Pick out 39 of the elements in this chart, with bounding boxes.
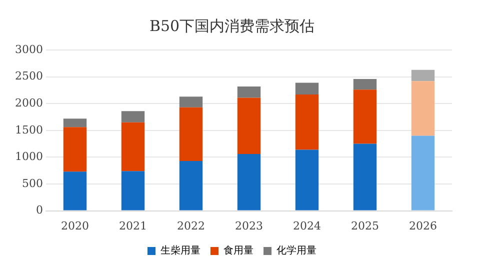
x-tick-label: 2025 <box>351 219 379 232</box>
y-tick-label: 2000 <box>14 96 43 110</box>
legend-label: 食用量 <box>224 244 254 257</box>
legend-label: 化学用量 <box>276 244 316 257</box>
chart-title: B50下国内消费需求预估 <box>149 16 315 35</box>
y-tick-label: 2500 <box>14 70 43 83</box>
x-tick-label: 2021 <box>118 219 147 232</box>
bar <box>295 82 319 94</box>
y-tick-label: 0 <box>36 204 43 217</box>
x-tick-label: 2020 <box>60 219 89 232</box>
bar <box>63 118 87 128</box>
x-tick-label: 2023 <box>234 219 263 232</box>
bar <box>179 107 203 161</box>
bar <box>121 122 145 172</box>
bar <box>179 160 203 210</box>
bar <box>237 86 261 98</box>
bar <box>237 154 261 210</box>
x-tick-label: 2024 <box>293 219 321 232</box>
bar <box>353 78 377 90</box>
bar <box>121 111 145 122</box>
bar <box>411 136 435 210</box>
bar <box>411 81 435 136</box>
bar <box>63 127 87 172</box>
bar <box>237 98 261 154</box>
bar <box>295 150 319 210</box>
bar <box>411 70 435 82</box>
legend-label: 生柴用量 <box>160 244 200 257</box>
bar <box>295 94 319 150</box>
bar <box>63 172 87 210</box>
y-tick-label: 1500 <box>14 123 43 136</box>
y-tick-label: 3000 <box>14 42 43 56</box>
bar <box>353 144 377 210</box>
bar <box>121 171 145 210</box>
bar <box>179 96 203 108</box>
bar <box>353 90 377 144</box>
y-tick-label: 1000 <box>14 150 43 164</box>
x-tick-label: 2022 <box>176 219 205 232</box>
x-tick-label: 2026 <box>409 219 437 232</box>
y-tick-label: 500 <box>22 176 43 190</box>
